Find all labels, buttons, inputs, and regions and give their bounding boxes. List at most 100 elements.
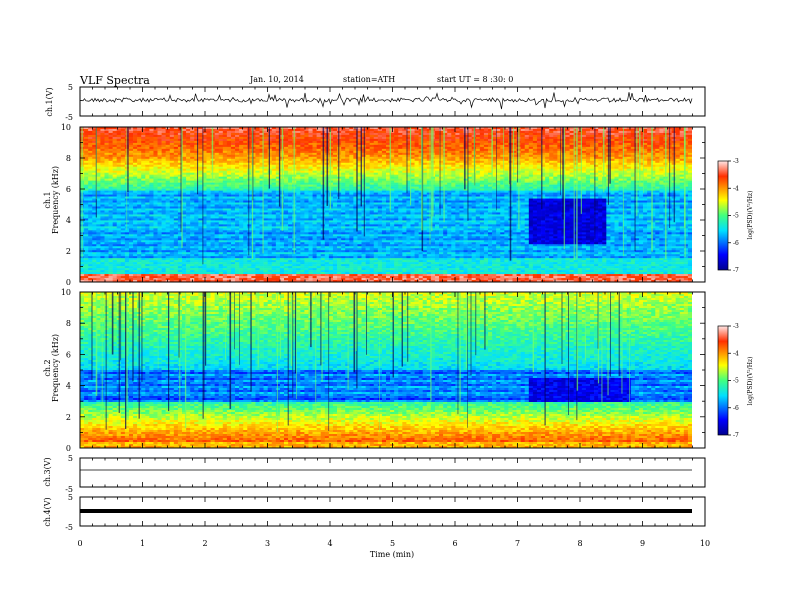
- spectrogram-cell: [488, 168, 493, 172]
- spectrogram-cell: [463, 146, 468, 150]
- spectrogram-cell: [116, 152, 122, 156]
- spectrogram-cell: [84, 180, 89, 183]
- spectrogram-cell: [157, 168, 162, 172]
- spectrogram-cell: [679, 162, 685, 166]
- spectrogram-cell: [410, 176, 415, 179]
- spectrogram-cell: [259, 160, 264, 164]
- spectrogram-cell: [659, 146, 664, 150]
- spectrogram-cell: [439, 182, 444, 185]
- spectrogram-cell: [271, 150, 277, 154]
- spectrogram-cell: [643, 134, 648, 138]
- spectrogram-cell: [247, 152, 252, 156]
- spectrogram-cell: [475, 154, 481, 158]
- spectrogram-cell: [545, 154, 550, 158]
- spectrogram-cell: [569, 174, 574, 177]
- spectrogram-cell: [145, 192, 150, 195]
- spectrogram-cell: [418, 186, 424, 189]
- spectrogram-cell: [577, 138, 583, 142]
- spectrogram-cell: [402, 146, 407, 150]
- spectrogram-cell: [108, 172, 113, 175]
- spectrogram-cell: [532, 162, 538, 166]
- spectrogram-cell: [647, 158, 652, 162]
- spectrogram-cell: [149, 172, 154, 175]
- spectrogram-cell: [259, 164, 264, 168]
- spectrogram-cell: [467, 166, 472, 170]
- spectrogram-cell: [549, 148, 554, 152]
- spectrogram-cell: [651, 154, 656, 158]
- spectrogram-cell: [345, 142, 350, 146]
- spectrogram-cell: [104, 142, 109, 146]
- spectrogram-cell: [296, 138, 301, 142]
- spectrogram-cell: [104, 182, 109, 185]
- spectrogram-cell: [618, 190, 623, 193]
- spectrogram-cell: [133, 192, 138, 195]
- spectrogram-cell: [92, 148, 97, 152]
- spectrogram-cell: [190, 146, 195, 150]
- spectrogram-cell: [390, 148, 395, 152]
- spectrogram-cell: [443, 158, 448, 162]
- spectrogram-cell: [410, 150, 415, 154]
- spectrogram-cell: [308, 168, 313, 172]
- spectrogram-cell: [182, 128, 187, 132]
- spectrogram-cell: [402, 134, 407, 138]
- spectrogram-cell: [308, 132, 313, 136]
- spectrogram-cell: [536, 186, 542, 189]
- spectrogram-cell: [288, 148, 293, 152]
- spectrogram-cell: [577, 162, 583, 166]
- spectrogram-cell: [332, 170, 338, 174]
- spectrogram-cell: [630, 160, 636, 164]
- spectrogram-cell: [687, 160, 692, 164]
- spectrogram-cell: [528, 182, 534, 185]
- spectrogram-cell: [386, 170, 391, 174]
- spectrogram-cell: [492, 148, 497, 152]
- spectrogram-cell: [341, 154, 346, 158]
- spectrogram-cell: [557, 190, 562, 193]
- spectrogram-cell: [214, 146, 220, 150]
- spectrogram-cell: [190, 162, 195, 166]
- spectrogram-cell: [618, 142, 623, 146]
- spectrogram-cell: [602, 178, 607, 181]
- spectrogram-cell: [182, 160, 187, 164]
- spectrogram-cell: [157, 146, 162, 150]
- spectrogram-cell: [349, 146, 354, 150]
- spectrogram-cell: [577, 170, 583, 174]
- spectrogram-cell: [177, 162, 183, 166]
- spectrogram-cell: [585, 130, 591, 134]
- spectrogram-cell: [251, 142, 256, 146]
- spectrogram-cell: [198, 140, 203, 144]
- spectrogram-cell: [275, 132, 281, 136]
- spectrogram-cell: [169, 168, 175, 172]
- spectrogram-cell: [557, 160, 562, 164]
- spectrogram-cell: [357, 128, 362, 132]
- spectrogram-cell: [581, 160, 587, 164]
- spectrogram-cell: [120, 154, 126, 158]
- spectrogram-cell: [573, 168, 579, 172]
- spectrogram-cell: [439, 166, 444, 170]
- spectrogram-cell: [153, 148, 158, 152]
- spectrogram-cell: [373, 164, 379, 168]
- spectrogram-cell: [349, 184, 354, 187]
- spectrogram-cell: [357, 176, 362, 179]
- spectrogram-cell: [569, 134, 574, 138]
- spectrogram-cell: [394, 142, 399, 146]
- spectrogram-cell: [569, 160, 574, 164]
- spectrogram-cell: [88, 127, 93, 130]
- spectrogram-cell: [467, 148, 472, 152]
- spectrogram-cell: [439, 144, 444, 148]
- spectrogram-cell: [373, 148, 379, 152]
- spectrogram-cell: [541, 152, 546, 156]
- spectrogram-cell: [410, 162, 415, 166]
- spectrogram-cell: [483, 152, 489, 156]
- spectrogram-cell: [112, 168, 118, 172]
- spectrogram-cell: [610, 148, 615, 152]
- spectrogram-cell: [565, 166, 570, 170]
- spectrogram-cell: [116, 127, 122, 130]
- spectrogram-cell: [439, 180, 444, 183]
- spectrogram-cell: [483, 140, 489, 144]
- spectrogram-cell: [377, 132, 383, 136]
- spectrogram-cell: [390, 142, 395, 146]
- spectrogram-cell: [414, 138, 419, 142]
- spectrogram-cell: [173, 154, 179, 158]
- spectrogram-cell: [528, 162, 534, 166]
- spectrogram-cell: [643, 158, 648, 162]
